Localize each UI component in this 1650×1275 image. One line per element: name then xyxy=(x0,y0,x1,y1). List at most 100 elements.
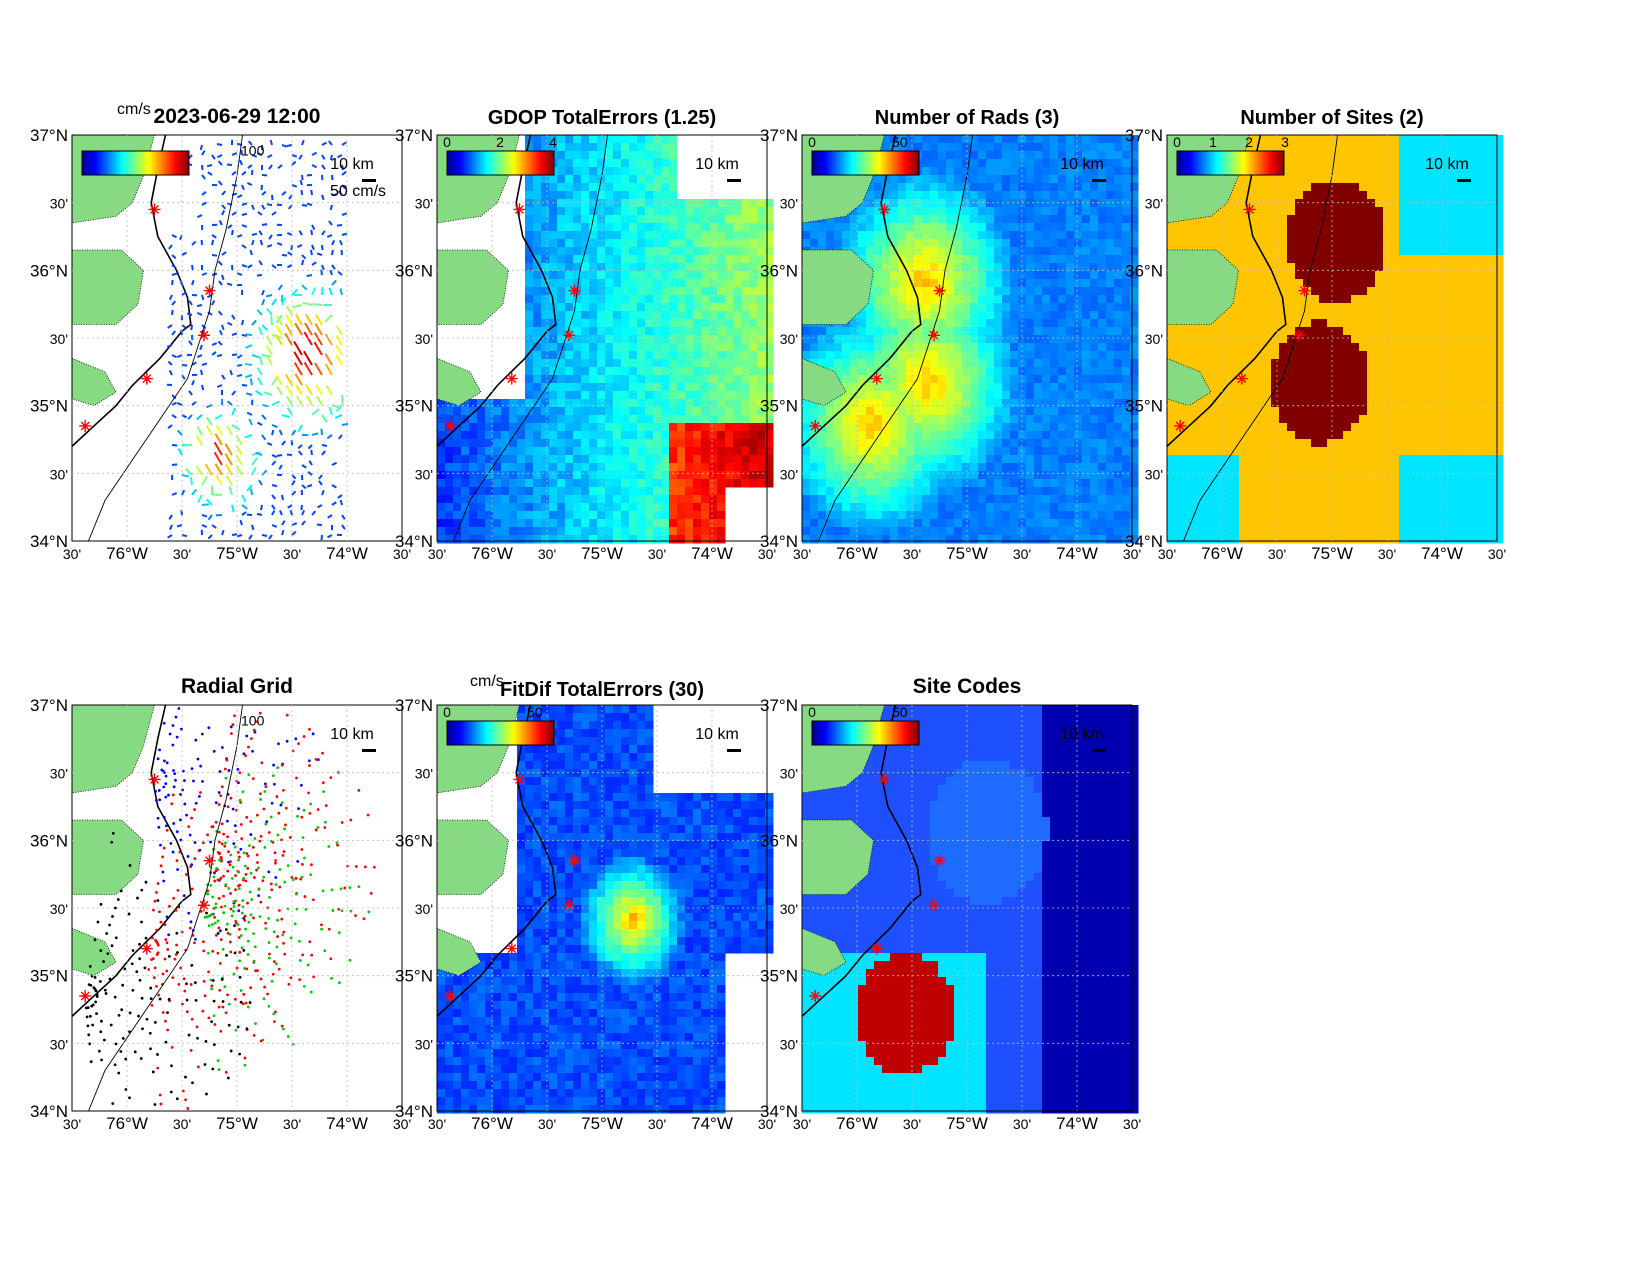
heat-cell xyxy=(733,359,742,368)
heat-cell xyxy=(693,223,702,232)
heat-cell xyxy=(613,535,622,544)
heat-cell xyxy=(1199,215,1208,224)
heat-cell xyxy=(685,407,694,416)
heat-cell xyxy=(621,519,630,528)
heat-cell xyxy=(717,391,726,400)
heat-cell xyxy=(669,199,678,208)
heat-cell xyxy=(637,471,646,480)
heat-cell xyxy=(802,487,811,496)
heat-cell xyxy=(1090,391,1099,400)
heat-cell xyxy=(978,279,987,288)
heat-cell xyxy=(1106,383,1115,392)
heat-cell xyxy=(1279,183,1288,192)
heat-cell xyxy=(669,287,678,296)
heat-cell xyxy=(581,375,590,384)
heat-cell xyxy=(757,367,766,376)
current-vector xyxy=(256,152,263,156)
heat-cell xyxy=(701,383,710,392)
heat-cell xyxy=(661,423,670,432)
heat-cell xyxy=(613,391,622,400)
heat-cell xyxy=(866,231,875,240)
heat-cell xyxy=(1090,383,1099,392)
heat-cell xyxy=(749,271,758,280)
heat-cell xyxy=(629,191,638,200)
heat-cell xyxy=(525,431,534,440)
land-mass xyxy=(436,357,482,407)
heat-cell xyxy=(637,183,646,192)
heat-cell xyxy=(1343,167,1352,176)
heat-cell xyxy=(549,191,558,200)
heat-cell xyxy=(1399,207,1408,216)
heat-cell xyxy=(1010,407,1019,416)
heat-cell xyxy=(477,407,486,416)
heat-cell xyxy=(1114,167,1123,176)
heat-cell xyxy=(549,439,558,448)
heat-cell xyxy=(765,327,774,336)
heat-cell xyxy=(1122,223,1131,232)
heat-cell xyxy=(914,431,923,440)
heat-cell xyxy=(557,503,566,512)
heat-cell xyxy=(453,479,462,488)
heat-cell xyxy=(701,359,710,368)
heat-cell xyxy=(1066,135,1075,144)
current-vector xyxy=(206,404,213,409)
heat-cell xyxy=(549,335,558,344)
heat-cell xyxy=(717,199,726,208)
heat-cell xyxy=(930,255,939,264)
heat-cell xyxy=(922,439,931,448)
heat-cell xyxy=(709,415,718,424)
heat-cell xyxy=(509,447,518,456)
heat-cell xyxy=(597,439,606,448)
heat-cell xyxy=(1090,143,1099,152)
heat-cell xyxy=(906,535,915,544)
heat-cell xyxy=(597,143,606,152)
heat-cell xyxy=(1090,431,1099,440)
heat-cell xyxy=(621,527,630,536)
heat-cell xyxy=(898,295,907,304)
heat-cell xyxy=(701,247,710,256)
heat-cell xyxy=(525,375,534,384)
heat-cell xyxy=(922,271,931,280)
heat-cell xyxy=(677,519,686,528)
heat-cell xyxy=(866,535,875,544)
heat-cell xyxy=(741,455,750,464)
heat-cell xyxy=(701,255,710,264)
colorbar xyxy=(446,150,555,176)
heat-cell xyxy=(1130,535,1139,544)
heat-cell xyxy=(581,407,590,416)
heat-cell xyxy=(757,279,766,288)
heat-cell xyxy=(810,447,819,456)
heat-cell xyxy=(890,327,899,336)
heat-cell xyxy=(437,415,446,424)
heat-cell xyxy=(765,303,774,312)
heat-cell xyxy=(629,271,638,280)
current-vector xyxy=(221,204,227,210)
heat-cell xyxy=(645,287,654,296)
heat-cell xyxy=(549,207,558,216)
current-vector xyxy=(201,503,209,506)
heat-cell xyxy=(581,207,590,216)
heat-cell xyxy=(565,151,574,160)
heat-cell xyxy=(1026,391,1035,400)
lon-tick-label: 30' xyxy=(63,546,81,562)
heat-cell xyxy=(1106,535,1115,544)
heat-cell xyxy=(661,335,670,344)
heat-cell xyxy=(938,183,947,192)
heat-cell xyxy=(1303,135,1312,144)
heat-cell xyxy=(962,359,971,368)
heat-cell xyxy=(749,447,758,456)
heat-cell xyxy=(1066,151,1075,160)
heat-cell xyxy=(930,135,939,144)
heat-cell xyxy=(661,287,670,296)
heat-cell xyxy=(1098,239,1107,248)
current-vector xyxy=(180,509,183,516)
heat-cell xyxy=(946,191,955,200)
heat-cell xyxy=(818,335,827,344)
heat-cell xyxy=(605,503,614,512)
heat-cell xyxy=(810,407,819,416)
heat-cell xyxy=(874,247,883,256)
heat-cell xyxy=(938,519,947,528)
current-vector xyxy=(261,354,271,358)
current-vector xyxy=(241,212,248,216)
heat-cell xyxy=(994,503,1003,512)
